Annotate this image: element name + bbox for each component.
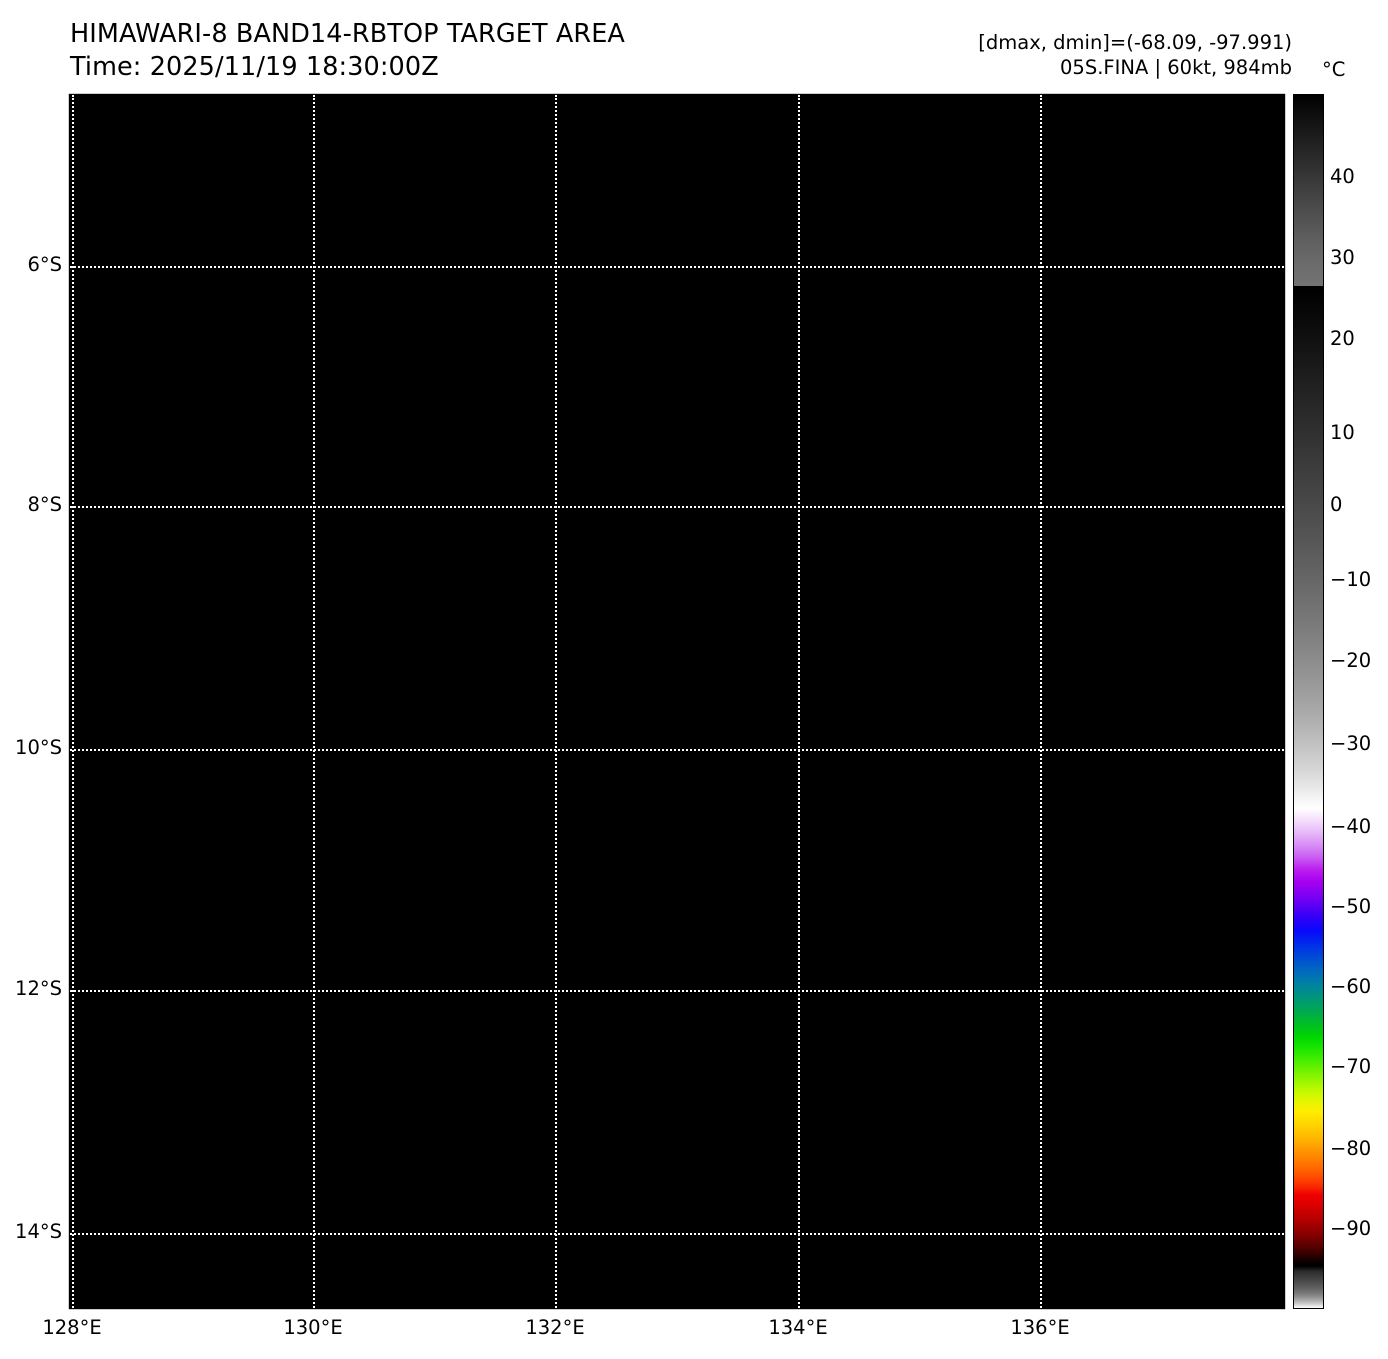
colorbar-tick-7: −30 xyxy=(1330,732,1372,755)
dmax-dmin-label: [dmax, dmin]=(-68.09, -97.991) xyxy=(978,31,1292,54)
colorbar-tick-11: −70 xyxy=(1330,1055,1372,1078)
storm-info-label: 05S.FINA | 60kt, 984mb xyxy=(1060,56,1292,80)
colorbar-tick-6: −20 xyxy=(1330,649,1372,672)
latitude-tick-2: 10°S xyxy=(15,736,62,759)
longitude-tick-1: 130°E xyxy=(283,1316,343,1339)
metadata-block: [dmax, dmin]=(-68.09, -97.991) 05S.FINA … xyxy=(978,30,1292,81)
colorbar-tick-1: 30 xyxy=(1330,246,1355,269)
colorbar-tick-5: −10 xyxy=(1330,568,1372,591)
colorbar-tick-12: −80 xyxy=(1330,1137,1372,1160)
longitude-tick-3: 134°E xyxy=(768,1316,828,1339)
page-title: HIMAWARI-8 BAND14-RBTOP TARGET AREA Time… xyxy=(70,18,770,83)
satellite-image-plot: Copyright © 2020-2025 Dapiya xyxy=(70,95,1284,1308)
longitude-tick-0: 128°E xyxy=(42,1316,102,1339)
latitude-tick-4: 14°S xyxy=(15,1220,62,1243)
colorbar-tick-0: 40 xyxy=(1330,165,1355,188)
longitude-tick-2: 132°E xyxy=(525,1316,585,1339)
colorbar-unit-label: °C xyxy=(1322,58,1346,81)
colorbar-upper-segment xyxy=(1293,94,1324,287)
colorbar-tick-4: 0 xyxy=(1330,493,1343,516)
latitude-tick-1: 8°S xyxy=(27,493,62,516)
colorbar-tick-8: −40 xyxy=(1330,815,1372,838)
colorbar-tick-10: −60 xyxy=(1330,975,1372,998)
latitude-tick-3: 12°S xyxy=(15,977,62,1000)
longitude-tick-4: 136°E xyxy=(1010,1316,1070,1339)
colorbar-tick-3: 10 xyxy=(1330,421,1355,444)
title-timestamp: Time: 2025/11/19 18:30:00Z xyxy=(70,51,439,82)
colorbar-main-segment xyxy=(1293,287,1324,1309)
colorbar-tick-2: 20 xyxy=(1330,327,1355,350)
title-primary: HIMAWARI-8 BAND14-RBTOP TARGET AREA xyxy=(70,19,625,49)
colorbar-tick-9: −50 xyxy=(1330,895,1372,918)
colorbar-tick-13: −90 xyxy=(1330,1217,1372,1240)
latitude-tick-0: 6°S xyxy=(27,253,62,276)
satellite-imagery-canvas xyxy=(70,95,1284,1308)
